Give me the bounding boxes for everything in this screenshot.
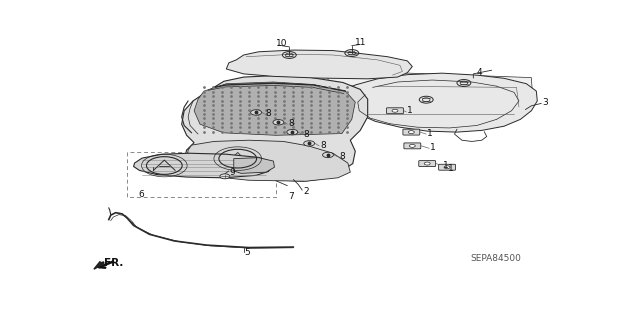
Polygon shape <box>328 70 532 92</box>
Text: 1: 1 <box>430 143 436 152</box>
Text: 8: 8 <box>266 109 271 118</box>
Text: 1: 1 <box>448 164 454 173</box>
Text: 7: 7 <box>288 192 294 201</box>
Circle shape <box>251 110 262 115</box>
Polygon shape <box>187 140 350 181</box>
Text: 1: 1 <box>443 161 449 170</box>
Polygon shape <box>194 82 355 135</box>
Circle shape <box>444 166 450 169</box>
Text: 5: 5 <box>244 248 250 257</box>
Circle shape <box>287 130 298 135</box>
Circle shape <box>220 174 230 179</box>
Text: 2: 2 <box>303 187 309 196</box>
Text: 11: 11 <box>355 38 367 47</box>
Polygon shape <box>346 73 538 132</box>
Circle shape <box>273 120 284 125</box>
Text: FR.: FR. <box>104 258 123 268</box>
FancyBboxPatch shape <box>404 143 420 149</box>
Polygon shape <box>234 158 275 174</box>
Text: 3: 3 <box>542 98 548 107</box>
Polygon shape <box>182 76 367 181</box>
FancyBboxPatch shape <box>403 129 420 135</box>
FancyBboxPatch shape <box>387 108 403 114</box>
Circle shape <box>392 109 398 112</box>
Circle shape <box>408 131 414 134</box>
Circle shape <box>304 141 315 146</box>
Text: 6: 6 <box>138 190 144 199</box>
Circle shape <box>323 152 333 158</box>
Polygon shape <box>227 50 412 79</box>
Text: 8: 8 <box>303 130 309 138</box>
Text: 9: 9 <box>230 168 236 177</box>
Text: 8: 8 <box>339 152 345 161</box>
Text: 1: 1 <box>408 106 413 115</box>
Text: 4: 4 <box>477 68 483 77</box>
Circle shape <box>410 145 415 147</box>
FancyBboxPatch shape <box>419 160 436 167</box>
Text: 10: 10 <box>276 39 287 48</box>
FancyBboxPatch shape <box>438 164 456 170</box>
Text: SEPA84500: SEPA84500 <box>470 254 521 263</box>
Circle shape <box>424 162 430 165</box>
Polygon shape <box>94 262 104 269</box>
Text: 8: 8 <box>288 119 294 128</box>
Text: 1: 1 <box>428 129 433 138</box>
Text: 8: 8 <box>320 141 326 150</box>
Polygon shape <box>134 153 273 178</box>
